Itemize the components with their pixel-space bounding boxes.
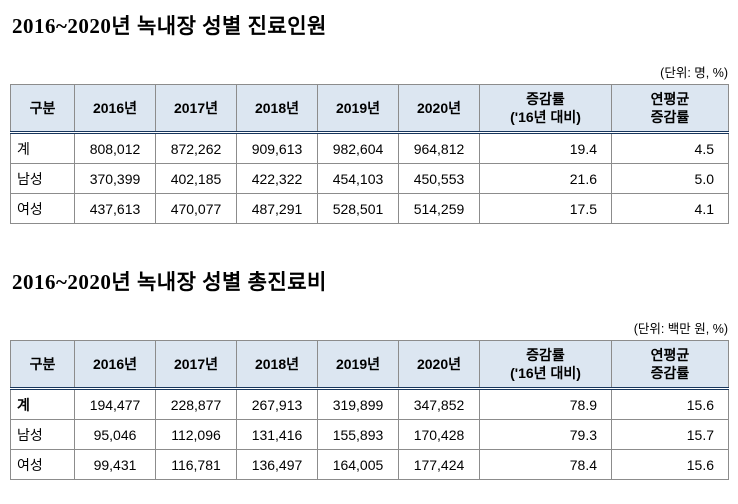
header-row: 구분 2016년 2017년 2018년 2019년 2020년 증감률 ('1… (10, 340, 729, 390)
value-cell: 95,046 (74, 419, 156, 450)
row-label: 남성 (10, 419, 75, 450)
value-cell: 319,899 (317, 388, 399, 420)
column-header-2017: 2017년 (155, 84, 237, 134)
value-cell: 79.3 (479, 419, 612, 450)
column-header-2019: 2019년 (317, 84, 399, 134)
column-header-annual-avg: 연평균 증감률 (611, 84, 729, 134)
value-cell: 228,877 (155, 388, 237, 420)
table-row-total: 계 194,477 228,877 267,913 319,899 347,85… (10, 388, 729, 420)
table1-title: 2016~2020년 녹내장 성별 진료인원 (12, 14, 327, 38)
value-cell: 402,185 (155, 163, 237, 194)
header-row: 구분 2016년 2017년 2018년 2019년 2020년 증감률 ('1… (10, 84, 729, 134)
value-cell: 528,501 (317, 193, 399, 224)
row-label: 계 (10, 388, 75, 420)
value-cell: 19.4 (479, 132, 612, 164)
table-row-female: 여성 99,431 116,781 136,497 164,005 177,42… (10, 449, 729, 480)
value-cell: 470,077 (155, 193, 237, 224)
value-cell: 15.6 (611, 449, 729, 480)
row-label: 여성 (10, 193, 75, 224)
value-cell: 116,781 (155, 449, 237, 480)
table-row-female: 여성 437,613 470,077 487,291 528,501 514,2… (10, 193, 729, 224)
value-cell: 437,613 (74, 193, 156, 224)
value-cell: 131,416 (236, 419, 318, 450)
value-cell: 4.5 (611, 132, 729, 164)
section-patient-counts: 2016~2020년 녹내장 성별 진료인원 (단위: 명, %) 구분 201… (10, 10, 729, 224)
column-header-change-rate: 증감률 ('16년 대비) (479, 84, 612, 134)
row-label: 계 (10, 132, 75, 164)
value-cell: 21.6 (479, 163, 612, 194)
column-header-2016: 2016년 (74, 340, 156, 390)
value-cell: 347,852 (398, 388, 480, 420)
section-treatment-costs: 2016~2020년 녹내장 성별 총진료비 (단위: 백만 원, %) 구분 … (10, 266, 729, 480)
value-cell: 514,259 (398, 193, 480, 224)
column-header-annual-avg: 연평균 증감률 (611, 340, 729, 390)
row-label: 남성 (10, 163, 75, 194)
column-header-2020: 2020년 (398, 84, 480, 134)
column-header-2016: 2016년 (74, 84, 156, 134)
treatment-costs-table: 구분 2016년 2017년 2018년 2019년 2020년 증감률 ('1… (10, 340, 729, 480)
patient-counts-table: 구분 2016년 2017년 2018년 2019년 2020년 증감률 ('1… (10, 84, 729, 224)
table-row-male: 남성 370,399 402,185 422,322 454,103 450,5… (10, 163, 729, 194)
value-cell: 370,399 (74, 163, 156, 194)
value-cell: 15.7 (611, 419, 729, 450)
value-cell: 164,005 (317, 449, 399, 480)
column-header-category: 구분 (10, 340, 75, 390)
value-cell: 4.1 (611, 193, 729, 224)
column-header-2017: 2017년 (155, 340, 237, 390)
value-cell: 170,428 (398, 419, 480, 450)
table2-unit-note: (단위: 백만 원, %) (633, 322, 728, 336)
value-cell: 99,431 (74, 449, 156, 480)
value-cell: 422,322 (236, 163, 318, 194)
column-header-change-rate: 증감률 ('16년 대비) (479, 340, 612, 390)
value-cell: 194,477 (74, 388, 156, 420)
value-cell: 78.4 (479, 449, 612, 480)
value-cell: 78.9 (479, 388, 612, 420)
value-cell: 964,812 (398, 132, 480, 164)
value-cell: 487,291 (236, 193, 318, 224)
column-header-category: 구분 (10, 84, 75, 134)
value-cell: 17.5 (479, 193, 612, 224)
table2-title: 2016~2020년 녹내장 성별 총진료비 (12, 270, 327, 294)
value-cell: 808,012 (74, 132, 156, 164)
value-cell: 177,424 (398, 449, 480, 480)
value-cell: 450,553 (398, 163, 480, 194)
value-cell: 5.0 (611, 163, 729, 194)
value-cell: 136,497 (236, 449, 318, 480)
value-cell: 454,103 (317, 163, 399, 194)
value-cell: 909,613 (236, 132, 318, 164)
table1-unit-note: (단위: 명, %) (660, 66, 728, 80)
column-header-2018: 2018년 (236, 340, 318, 390)
value-cell: 155,893 (317, 419, 399, 450)
value-cell: 982,604 (317, 132, 399, 164)
column-header-2019: 2019년 (317, 340, 399, 390)
value-cell: 112,096 (155, 419, 237, 450)
column-header-2018: 2018년 (236, 84, 318, 134)
table-row-total: 계 808,012 872,262 909,613 982,604 964,81… (10, 132, 729, 164)
value-cell: 15.6 (611, 388, 729, 420)
row-label: 여성 (10, 449, 75, 480)
table-row-male: 남성 95,046 112,096 131,416 155,893 170,42… (10, 419, 729, 450)
value-cell: 872,262 (155, 132, 237, 164)
value-cell: 267,913 (236, 388, 318, 420)
column-header-2020: 2020년 (398, 340, 480, 390)
